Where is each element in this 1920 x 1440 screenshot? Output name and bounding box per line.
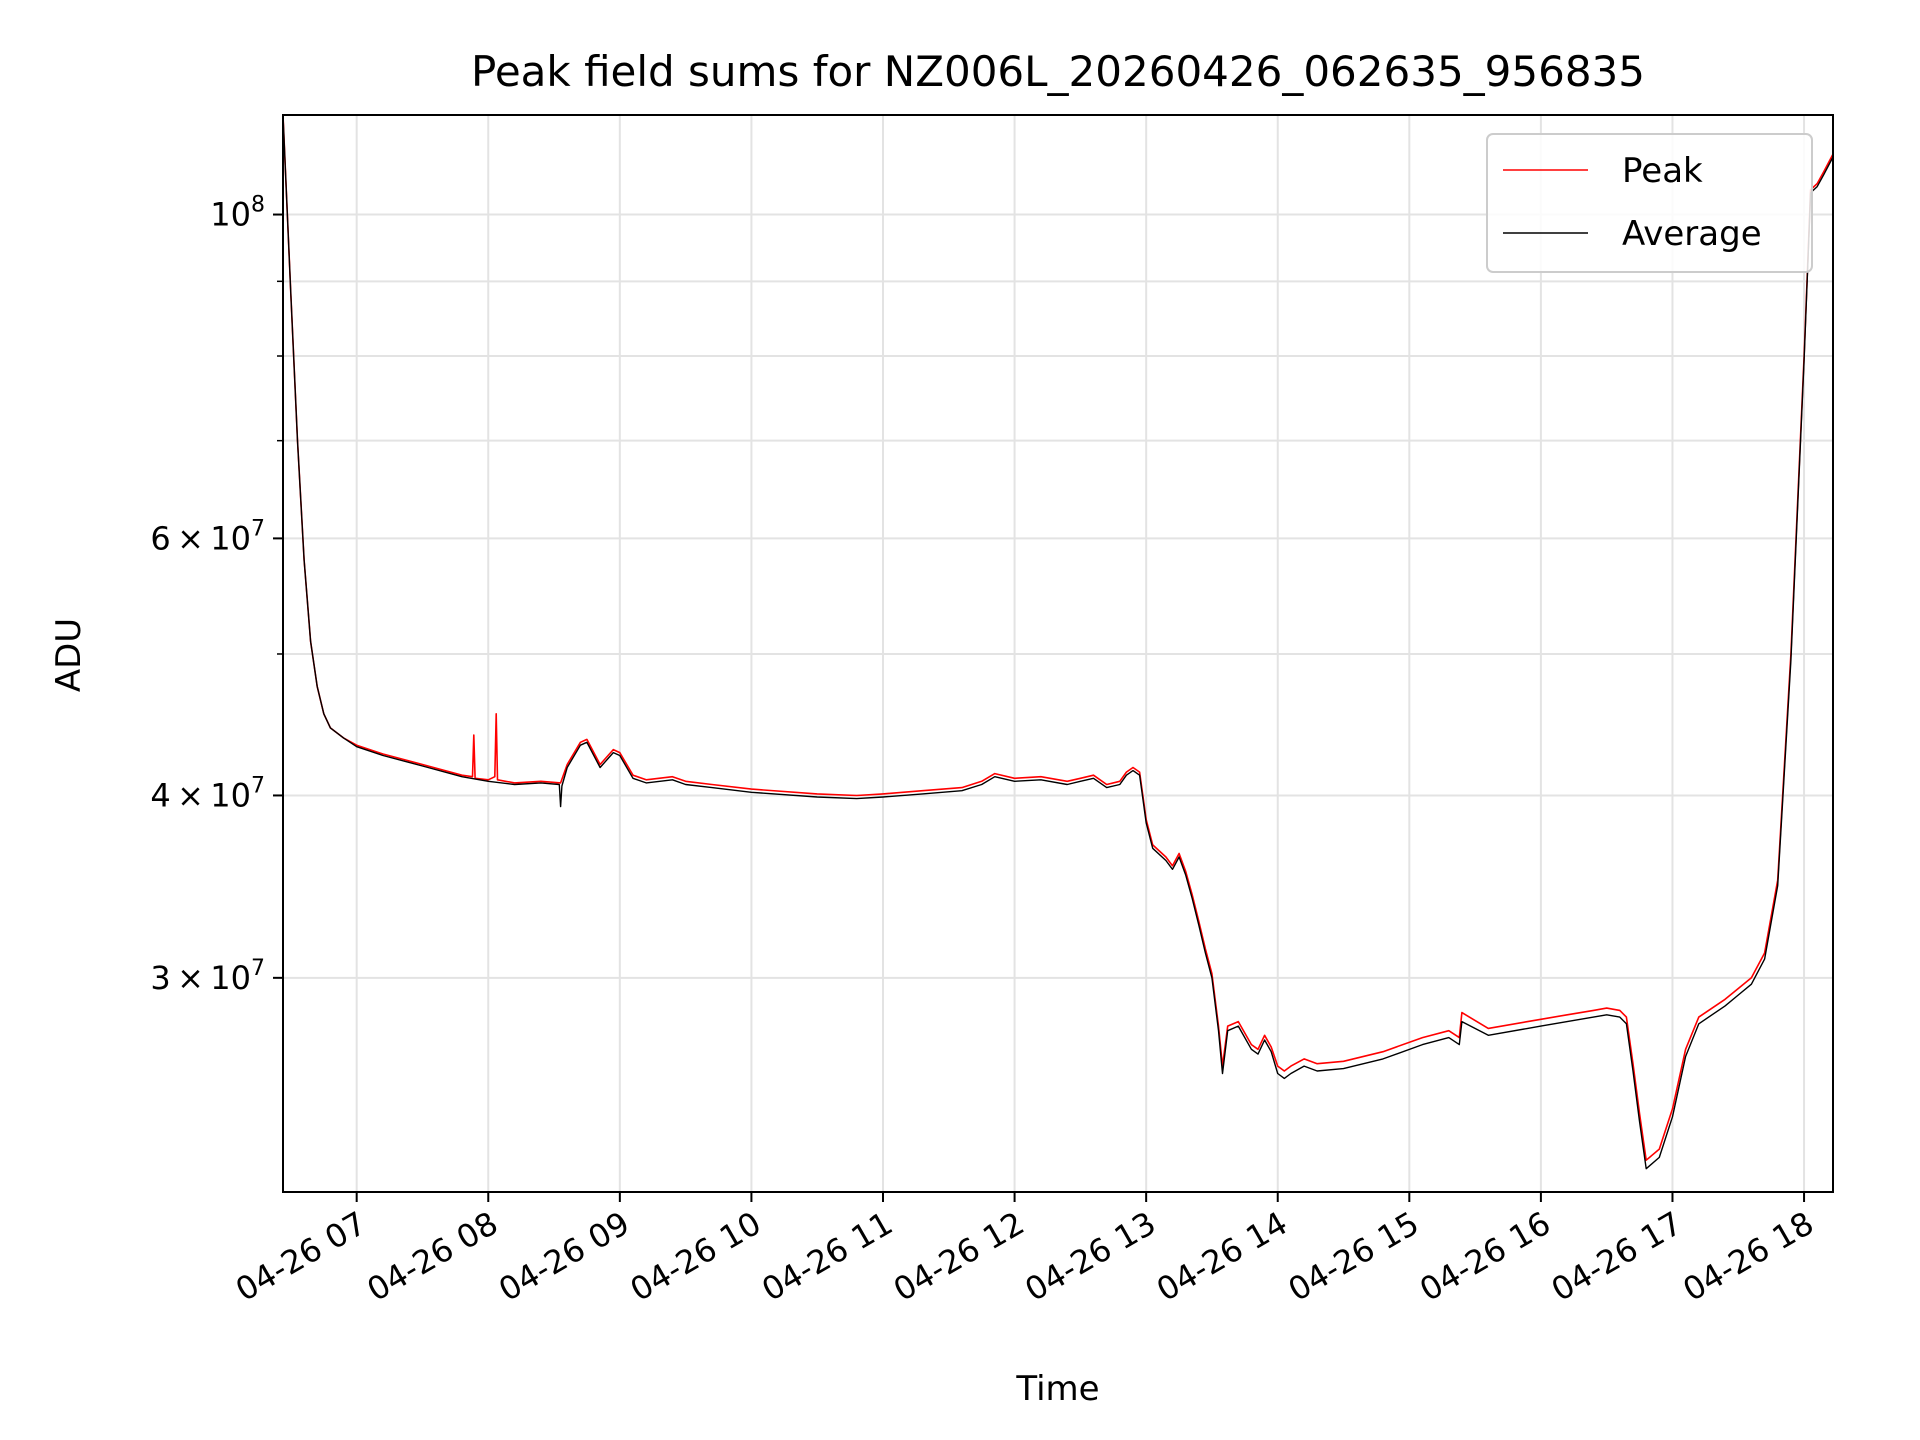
- x-axis-label: Time: [1015, 1369, 1099, 1409]
- series-line-peak: [282, 114, 1834, 1161]
- chart-title: Peak field sums for NZ006L_20260426_0626…: [471, 47, 1645, 96]
- legend: Peak Average: [1486, 133, 1813, 273]
- y-tick-label: 3 × 107: [150, 956, 265, 997]
- legend-box: [1486, 133, 1813, 273]
- series-lines: [282, 114, 1834, 1170]
- series-line-average: [282, 114, 1834, 1170]
- legend-label-average: Average: [1622, 214, 1762, 254]
- y-tick-label: 4 × 107: [150, 773, 265, 814]
- y-tick-label: 6 × 107: [150, 516, 265, 557]
- y-axis-label: ADU: [49, 618, 89, 692]
- grid: [283, 115, 1833, 1192]
- legend-label-peak: Peak: [1622, 151, 1703, 191]
- y-tick-label: 108: [210, 193, 265, 234]
